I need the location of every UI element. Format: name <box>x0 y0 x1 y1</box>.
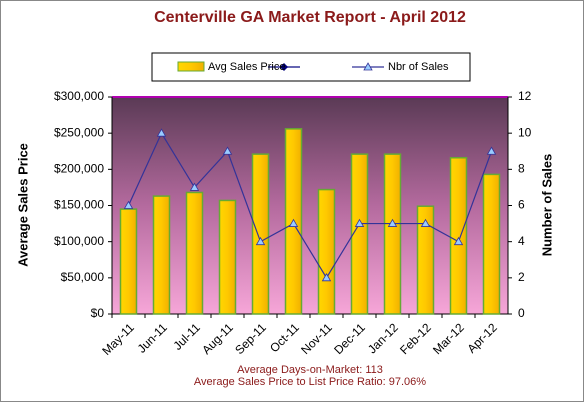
plot-area <box>112 97 508 314</box>
legend-swatch <box>363 62 373 71</box>
annotation: Average Sales Price to List Price Ratio:… <box>194 376 426 388</box>
y-tick-label: $300,000 <box>54 89 104 103</box>
y2-axis-title: Number of Sales <box>539 154 554 257</box>
legend-decoration <box>280 63 288 71</box>
y-tick-label: $100,000 <box>54 234 104 248</box>
marker <box>387 218 398 227</box>
bar <box>416 205 435 315</box>
y-tick-label: $200,000 <box>54 162 104 176</box>
y2-tick-label: 0 <box>518 306 525 320</box>
marker <box>222 146 233 155</box>
y-tick-label: $50,000 <box>61 270 105 284</box>
bar <box>251 153 270 315</box>
bar <box>449 157 468 315</box>
y2-tick-label: 6 <box>518 198 525 212</box>
legend-swatch <box>177 61 205 72</box>
bar <box>218 199 237 315</box>
legend <box>151 52 471 82</box>
bar <box>383 153 402 315</box>
marker <box>420 218 431 227</box>
y2-tick-label: 10 <box>518 125 532 139</box>
marker <box>189 182 200 191</box>
marker <box>453 236 464 246</box>
marker <box>255 236 266 246</box>
bar <box>119 208 138 315</box>
y-tick-label: $0 <box>91 306 105 320</box>
bar <box>185 191 204 315</box>
bar <box>152 195 171 315</box>
y-tick-label: $250,000 <box>54 125 104 139</box>
marker <box>156 128 167 137</box>
marker <box>123 200 134 209</box>
bar <box>482 173 501 315</box>
legend-label: Nbr of Sales <box>388 61 449 73</box>
marker <box>321 273 332 282</box>
marker <box>288 218 299 227</box>
y-axis-title: Average Sales Price <box>15 143 30 267</box>
y2-tick-label: 4 <box>518 234 525 248</box>
chart-title: Centerville GA Market Report - April 201… <box>154 9 466 26</box>
y-tick-label: $150,000 <box>54 198 104 212</box>
bar <box>317 188 336 315</box>
y2-tick-label: 2 <box>518 270 525 284</box>
y2-tick-label: 8 <box>518 162 525 176</box>
marker <box>486 146 497 155</box>
line <box>127 131 493 279</box>
annotation: Average Days-on-Market: 113 <box>237 364 383 376</box>
marker <box>354 218 365 227</box>
legend-label: Avg Sales Price <box>208 61 285 73</box>
bar <box>350 153 369 315</box>
y2-tick-label: 12 <box>518 89 532 103</box>
